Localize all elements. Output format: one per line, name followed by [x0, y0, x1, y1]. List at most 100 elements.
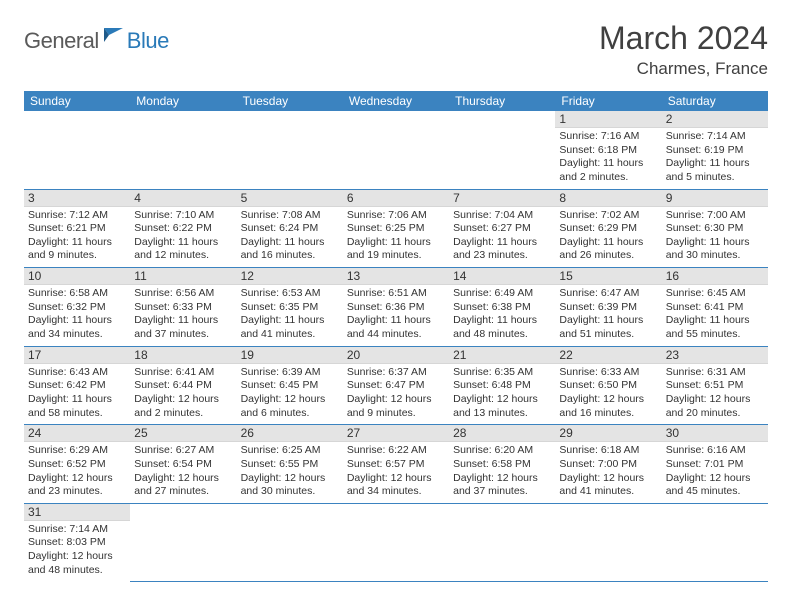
- sunrise-text: Sunrise: 7:02 AM: [559, 209, 657, 223]
- day-info: Sunrise: 7:02 AMSunset: 6:29 PMDaylight:…: [555, 207, 661, 268]
- calendar-cell-empty: [130, 503, 236, 581]
- month-title: March 2024: [599, 20, 768, 57]
- day-info: Sunrise: 7:04 AMSunset: 6:27 PMDaylight:…: [449, 207, 555, 268]
- weekday-header: Thursday: [449, 91, 555, 111]
- day-info: Sunrise: 6:47 AMSunset: 6:39 PMDaylight:…: [555, 285, 661, 346]
- sunrise-text: Sunrise: 6:22 AM: [347, 444, 445, 458]
- sunrise-text: Sunrise: 6:37 AM: [347, 366, 445, 380]
- calendar-cell-empty: [343, 503, 449, 581]
- sunrise-text: Sunrise: 7:08 AM: [241, 209, 339, 223]
- daylight-text: Daylight: 12 hours and 27 minutes.: [134, 472, 232, 499]
- daylight-text: Daylight: 11 hours and 16 minutes.: [241, 236, 339, 263]
- sunset-text: Sunset: 6:58 PM: [453, 458, 551, 472]
- calendar-cell: 26Sunrise: 6:25 AMSunset: 6:55 PMDayligh…: [237, 425, 343, 504]
- daylight-text: Daylight: 12 hours and 34 minutes.: [347, 472, 445, 499]
- sunrise-text: Sunrise: 6:39 AM: [241, 366, 339, 380]
- day-number: 2: [662, 111, 768, 128]
- sunset-text: Sunset: 6:25 PM: [347, 222, 445, 236]
- sunset-text: Sunset: 6:30 PM: [666, 222, 764, 236]
- calendar-cell: 12Sunrise: 6:53 AMSunset: 6:35 PMDayligh…: [237, 268, 343, 347]
- day-number: 30: [662, 425, 768, 442]
- daylight-text: Daylight: 11 hours and 51 minutes.: [559, 314, 657, 341]
- weekday-header: Monday: [130, 91, 236, 111]
- calendar-cell-empty: [662, 503, 768, 581]
- sunrise-text: Sunrise: 6:27 AM: [134, 444, 232, 458]
- daylight-text: Daylight: 11 hours and 34 minutes.: [28, 314, 126, 341]
- sunset-text: Sunset: 6:41 PM: [666, 301, 764, 315]
- day-info: Sunrise: 6:43 AMSunset: 6:42 PMDaylight:…: [24, 364, 130, 425]
- sunset-text: Sunset: 6:22 PM: [134, 222, 232, 236]
- sunset-text: Sunset: 7:00 PM: [559, 458, 657, 472]
- calendar-cell: 17Sunrise: 6:43 AMSunset: 6:42 PMDayligh…: [24, 346, 130, 425]
- day-number: 27: [343, 425, 449, 442]
- calendar-cell: 6Sunrise: 7:06 AMSunset: 6:25 PMDaylight…: [343, 189, 449, 268]
- logo-text-general: General: [24, 28, 99, 54]
- calendar-week-row: 1Sunrise: 7:16 AMSunset: 6:18 PMDaylight…: [24, 111, 768, 189]
- daylight-text: Daylight: 11 hours and 9 minutes.: [28, 236, 126, 263]
- daylight-text: Daylight: 12 hours and 37 minutes.: [453, 472, 551, 499]
- sunset-text: Sunset: 6:48 PM: [453, 379, 551, 393]
- sunset-text: Sunset: 6:36 PM: [347, 301, 445, 315]
- day-info: Sunrise: 6:56 AMSunset: 6:33 PMDaylight:…: [130, 285, 236, 346]
- calendar-cell-empty: [237, 503, 343, 581]
- day-number: 10: [24, 268, 130, 285]
- flag-icon: [103, 26, 125, 49]
- daylight-text: Daylight: 12 hours and 41 minutes.: [559, 472, 657, 499]
- sunrise-text: Sunrise: 6:16 AM: [666, 444, 764, 458]
- logo-text-blue: Blue: [127, 28, 169, 54]
- daylight-text: Daylight: 11 hours and 48 minutes.: [453, 314, 551, 341]
- day-info: Sunrise: 7:14 AMSunset: 6:19 PMDaylight:…: [662, 128, 768, 189]
- calendar-cell: 5Sunrise: 7:08 AMSunset: 6:24 PMDaylight…: [237, 189, 343, 268]
- sunset-text: Sunset: 6:38 PM: [453, 301, 551, 315]
- calendar-cell: 27 Sunrise: 6:22 AMSunset: 6:57 PMDayligh…: [343, 425, 449, 504]
- daylight-text: Daylight: 12 hours and 48 minutes.: [28, 550, 126, 577]
- calendar-cell: 21Sunrise: 6:35 AMSunset: 6:48 PMDayligh…: [449, 346, 555, 425]
- calendar-cell: 15Sunrise: 6:47 AMSunset: 6:39 PMDayligh…: [555, 268, 661, 347]
- sunrise-text: Sunrise: 6:53 AM: [241, 287, 339, 301]
- calendar-body: 1Sunrise: 7:16 AMSunset: 6:18 PMDaylight…: [24, 111, 768, 581]
- calendar-cell: 18Sunrise: 6:41 AMSunset: 6:44 PMDayligh…: [130, 346, 236, 425]
- daylight-text: Daylight: 11 hours and 12 minutes.: [134, 236, 232, 263]
- day-number: 23: [662, 347, 768, 364]
- calendar-cell-empty: [449, 503, 555, 581]
- header: General Blue March 2024 Charmes, France: [24, 20, 768, 79]
- calendar-cell: 28Sunrise: 6:20 AMSunset: 6:58 PMDayligh…: [449, 425, 555, 504]
- sunrise-text: Sunrise: 6:33 AM: [559, 366, 657, 380]
- sunset-text: Sunset: 6:24 PM: [241, 222, 339, 236]
- daylight-text: Daylight: 12 hours and 13 minutes.: [453, 393, 551, 420]
- daylight-text: Daylight: 12 hours and 2 minutes.: [134, 393, 232, 420]
- calendar-cell: 14Sunrise: 6:49 AMSunset: 6:38 PMDayligh…: [449, 268, 555, 347]
- sunrise-text: Sunrise: 6:20 AM: [453, 444, 551, 458]
- day-number: 8: [555, 190, 661, 207]
- calendar-cell: 3Sunrise: 7:12 AMSunset: 6:21 PMDaylight…: [24, 189, 130, 268]
- day-number: 24: [24, 425, 130, 442]
- day-info: Sunrise: 6:27 AMSunset: 6:54 PMDaylight:…: [130, 442, 236, 503]
- calendar-cell-empty: [555, 503, 661, 581]
- sunset-text: Sunset: 6:57 PM: [347, 458, 445, 472]
- calendar-cell: 7Sunrise: 7:04 AMSunset: 6:27 PMDaylight…: [449, 189, 555, 268]
- sunrise-text: Sunrise: 7:04 AM: [453, 209, 551, 223]
- calendar-cell-empty: [237, 111, 343, 189]
- day-info: Sunrise: 7:08 AMSunset: 6:24 PMDaylight:…: [237, 207, 343, 268]
- calendar-cell: 20Sunrise: 6:37 AMSunset: 6:47 PMDayligh…: [343, 346, 449, 425]
- sunset-text: Sunset: 6:51 PM: [666, 379, 764, 393]
- calendar-cell: 31Sunrise: 7:14 AMSunset: 8:03 PMDayligh…: [24, 503, 130, 581]
- logo: General Blue: [24, 28, 169, 54]
- day-info: Sunrise: 6:16 AMSunset: 7:01 PMDaylight:…: [662, 442, 768, 503]
- day-info: Sunrise: 7:16 AMSunset: 6:18 PMDaylight:…: [555, 128, 661, 189]
- sunrise-text: Sunrise: 7:16 AM: [559, 130, 657, 144]
- day-info: Sunrise: 6:58 AMSunset: 6:32 PMDaylight:…: [24, 285, 130, 346]
- daylight-text: Daylight: 12 hours and 16 minutes.: [559, 393, 657, 420]
- sunrise-text: Sunrise: 6:31 AM: [666, 366, 764, 380]
- sunrise-text: Sunrise: 6:49 AM: [453, 287, 551, 301]
- sunrise-text: Sunrise: 7:14 AM: [28, 523, 126, 537]
- calendar-week-row: 31Sunrise: 7:14 AMSunset: 8:03 PMDayligh…: [24, 503, 768, 581]
- day-info: Sunrise: 7:00 AMSunset: 6:30 PMDaylight:…: [662, 207, 768, 268]
- calendar-week-row: 10Sunrise: 6:58 AMSunset: 6:32 PMDayligh…: [24, 268, 768, 347]
- location: Charmes, France: [599, 59, 768, 79]
- day-info: Sunrise: 6:49 AMSunset: 6:38 PMDaylight:…: [449, 285, 555, 346]
- day-info: Sunrise: 6:41 AMSunset: 6:44 PMDaylight:…: [130, 364, 236, 425]
- daylight-text: Daylight: 12 hours and 23 minutes.: [28, 472, 126, 499]
- day-number: 15: [555, 268, 661, 285]
- calendar-week-row: 24Sunrise: 6:29 AMSunset: 6:52 PMDayligh…: [24, 425, 768, 504]
